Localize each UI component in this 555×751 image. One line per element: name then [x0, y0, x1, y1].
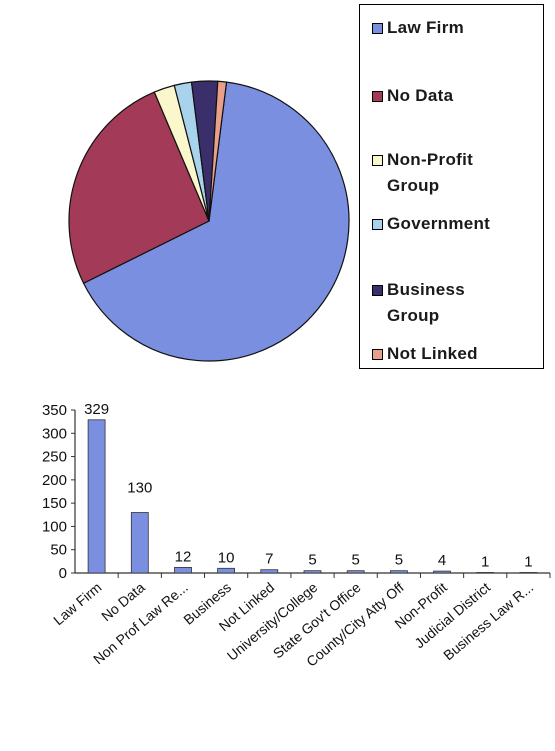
legend-label: Government — [387, 214, 491, 233]
legend-swatch — [372, 285, 383, 296]
bar-county-city-atty-off — [389, 570, 408, 574]
y-tick-label: 250 — [42, 449, 67, 466]
legend-label: Non-Profit Group — [387, 150, 474, 195]
legend-label: Business Group — [387, 280, 465, 325]
bar-value-label: 7 — [265, 551, 273, 568]
bar-value-label: 329 — [84, 401, 109, 418]
bar-value-label: 5 — [352, 552, 360, 569]
legend-swatch — [372, 155, 383, 166]
legend-item-business-group: Business Group — [372, 280, 465, 329]
bar-value-label: 5 — [308, 552, 316, 569]
pie-legend: Law Firm No Data Non-Profit Group Government… — [359, 4, 544, 369]
y-tick-label: 100 — [42, 518, 67, 535]
bar-value-label: 1 — [481, 554, 489, 571]
legend-item-not-linked: Not Linked — [372, 344, 478, 367]
bar-value-label: 4 — [438, 552, 446, 569]
legend-swatch — [372, 91, 383, 102]
y-tick-label: 50 — [50, 542, 67, 559]
bar-value-label: 130 — [127, 480, 152, 497]
pie-slice-law-firm — [82, 81, 350, 362]
bar-university-college — [303, 570, 322, 574]
bar-law-firm — [87, 419, 106, 574]
bar-judicial-district — [476, 572, 495, 574]
legend-swatch — [372, 349, 383, 360]
legend-label: Not Linked — [387, 344, 478, 363]
legend-label: No Data — [387, 86, 454, 105]
bar-state-gov-t-office — [346, 570, 365, 574]
legend-label: Law Firm — [387, 18, 465, 37]
legend-swatch — [372, 23, 383, 34]
legend-item-no-data: No Data — [372, 86, 453, 109]
x-category-label: Law Firm — [50, 579, 104, 628]
y-tick-label: 350 — [42, 402, 67, 419]
bar-non-prof-law-re- — [174, 566, 192, 574]
bar-non-profit — [433, 570, 451, 574]
y-tick-label: 200 — [42, 472, 67, 489]
bar-value-label: 1 — [524, 554, 532, 571]
y-tick-label: 150 — [42, 495, 67, 512]
pie-chart — [68, 80, 350, 362]
legend-item-law-firm: Law Firm — [372, 18, 464, 41]
pie-slice-not-linked — [208, 80, 228, 222]
bar-business-law-r- — [519, 572, 538, 574]
y-tick-label: 300 — [42, 425, 67, 442]
legend-swatch — [372, 219, 383, 230]
bar-business — [217, 567, 236, 574]
bar-value-label: 10 — [218, 549, 235, 566]
legend-item-government: Government — [372, 214, 490, 237]
legend-item-non-profit-group: Non-Profit Group — [372, 150, 473, 199]
y-tick-label: 0 — [59, 565, 67, 582]
bar-value-label: 12 — [175, 548, 192, 565]
bar-value-label: 5 — [395, 552, 403, 569]
bar-not-linked — [260, 569, 279, 574]
bar-no-data — [130, 512, 149, 574]
